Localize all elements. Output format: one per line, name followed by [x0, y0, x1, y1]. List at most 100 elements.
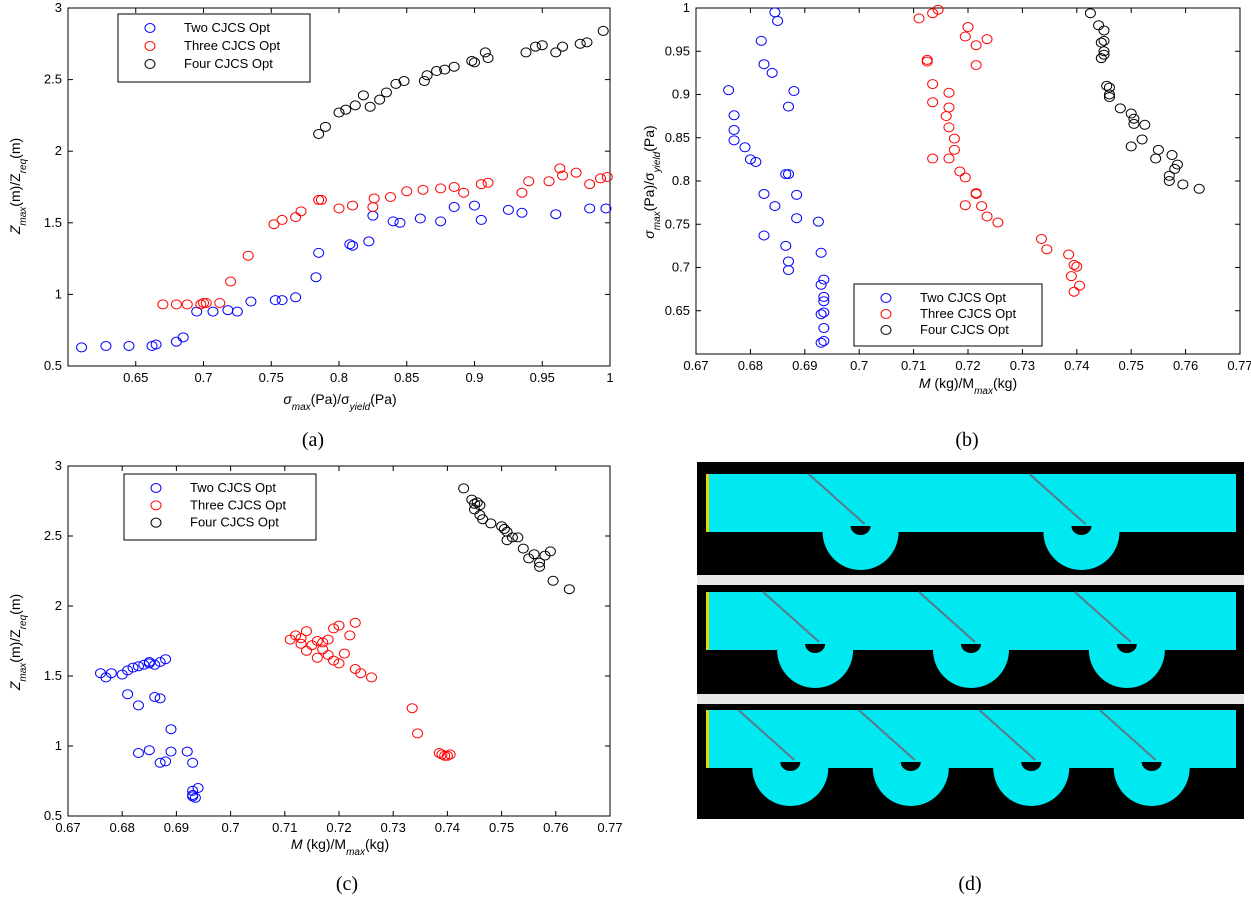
data-point-three	[295, 633, 307, 644]
panel-b-chart: 0.67 0.68 0.69 0.7 0.71 0.72 0.73 0.74 0.75 0.76 0…	[641, 0, 1251, 397]
data-point-two	[782, 169, 794, 180]
x-axis-label: M (kg)/Mmax(kg)	[919, 375, 1017, 397]
data-point-three	[516, 187, 528, 198]
data-point-three	[311, 652, 323, 663]
data-point-two	[138, 659, 150, 670]
data-point-three	[313, 194, 325, 205]
legend-marker	[150, 517, 162, 528]
data-point-three	[959, 172, 971, 183]
x-tick-label: 0.73	[381, 820, 406, 835]
data-point-four	[1098, 46, 1110, 57]
data-point-two	[154, 657, 166, 667]
data-point-four	[550, 47, 562, 58]
data-point-two	[812, 216, 824, 227]
data-point-two	[181, 746, 193, 757]
y-tick-label: 1	[55, 738, 62, 753]
data-point-three	[543, 176, 555, 187]
data-point-three	[317, 644, 329, 655]
joint-cavity	[1071, 526, 1092, 535]
x-tick-label: 0.77	[597, 820, 622, 835]
data-point-two	[187, 791, 199, 802]
y-axis-label: Zmax(m)/Zreq(m)	[7, 138, 29, 235]
data-point-three	[436, 749, 448, 760]
data-point-four	[340, 104, 352, 115]
data-point-two	[414, 213, 426, 224]
data-point-four	[1095, 53, 1107, 64]
x-axis-label-part: M	[919, 375, 931, 391]
data-point-three	[981, 211, 993, 222]
legend-marker	[880, 309, 892, 319]
data-point-two	[782, 101, 794, 112]
y-tick-label: 2	[55, 598, 62, 613]
joint-semicircle	[777, 650, 854, 688]
x-tick-label: 0.65	[123, 370, 148, 385]
data-point-two	[100, 340, 112, 351]
data-point-two	[782, 265, 794, 276]
y-axis-label-part: (m)/Z	[7, 173, 23, 207]
beam-body	[706, 592, 1236, 650]
x-axis-label-part: σ	[283, 391, 292, 407]
x-axis-label-part: (kg)/M	[303, 836, 347, 852]
data-point-two	[780, 240, 792, 251]
data-point-four	[1169, 163, 1181, 174]
x-axis-label-part: max	[974, 386, 994, 397]
data-point-four	[563, 584, 575, 595]
data-point-four	[581, 37, 593, 48]
data-point-two	[150, 339, 162, 350]
data-point-two	[132, 661, 144, 672]
joint-cavity	[850, 526, 871, 535]
legend-label: Four CJCS Opt	[190, 515, 279, 530]
data-point-three	[200, 297, 212, 308]
data-point-three	[328, 655, 340, 666]
legend-marker	[150, 483, 162, 493]
data-point-three	[214, 297, 226, 308]
x-tick-label: 0.71	[272, 820, 297, 835]
data-point-two	[105, 668, 117, 679]
crack-line	[918, 591, 976, 643]
data-point-three	[927, 97, 939, 108]
x-tick-label: 0.67	[683, 358, 708, 373]
legend-box	[123, 473, 317, 541]
data-point-four	[1103, 82, 1115, 93]
x-tick-label: 0.7	[850, 358, 868, 373]
y-tick-label: 0.5	[44, 358, 62, 373]
y-tick-label: 0.65	[665, 303, 690, 318]
joint-cavity	[900, 762, 921, 771]
x-axis-label-part: (Pa)	[370, 391, 396, 407]
y-tick-label: 3	[55, 458, 62, 473]
data-point-three	[268, 219, 280, 230]
joint-semicircle	[1043, 532, 1120, 570]
data-point-three	[927, 153, 939, 164]
data-point-two	[189, 792, 201, 803]
data-point-four	[1150, 153, 1162, 164]
data-point-four	[1193, 183, 1205, 194]
x-tick-label: 0.76	[1173, 358, 1198, 373]
y-axis-label-part: (Pa)	[641, 125, 657, 151]
data-point-four	[1125, 108, 1137, 119]
x-tick-label: 0.69	[164, 820, 189, 835]
data-point-four	[1163, 176, 1175, 186]
data-point-three	[992, 217, 1004, 228]
data-point-four	[1177, 179, 1189, 190]
data-point-two	[122, 665, 134, 676]
data-point-four	[448, 61, 460, 72]
data-point-four	[1098, 25, 1110, 36]
data-point-four	[458, 483, 470, 494]
data-point-three	[948, 133, 960, 144]
y-tick-label: 1	[55, 286, 62, 301]
data-point-four	[1114, 103, 1126, 114]
x-tick-label: 0.9	[465, 370, 483, 385]
legend-label: Three CJCS Opt	[190, 497, 286, 512]
data-point-two	[177, 332, 189, 343]
data-point-four	[398, 76, 410, 87]
data-point-four	[557, 41, 569, 52]
data-point-three	[317, 637, 329, 648]
data-point-two	[728, 110, 740, 121]
y-tick-label: 2	[55, 143, 62, 158]
legend-marker	[144, 41, 156, 51]
beam-fixed-end	[706, 474, 709, 532]
data-point-two	[516, 207, 528, 218]
y-axis-label-part: (m)	[7, 138, 23, 159]
